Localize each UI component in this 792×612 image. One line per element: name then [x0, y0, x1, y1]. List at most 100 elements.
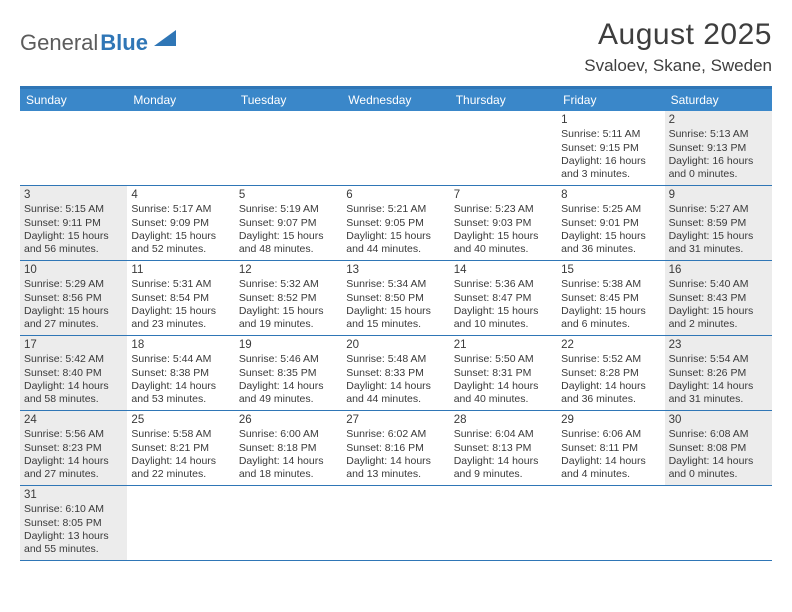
daylight-line: Daylight: 15 hours and 36 minutes. [561, 230, 660, 256]
day-cell: 5Sunrise: 5:19 AMSunset: 9:07 PMDaylight… [235, 186, 342, 260]
day-cell: 16Sunrise: 5:40 AMSunset: 8:43 PMDayligh… [665, 261, 772, 335]
sunrise-line: Sunrise: 5:19 AM [239, 203, 338, 216]
sunrise-line: Sunrise: 5:42 AM [24, 353, 123, 366]
day-cell: 30Sunrise: 6:08 AMSunset: 8:08 PMDayligh… [665, 411, 772, 485]
day-header: Saturday [665, 89, 772, 111]
day-number: 22 [561, 338, 660, 352]
day-number: 29 [561, 413, 660, 427]
sunset-line: Sunset: 9:05 PM [346, 217, 445, 230]
empty-cell [235, 486, 342, 560]
sunset-line: Sunset: 8:54 PM [131, 292, 230, 305]
sunset-line: Sunset: 8:18 PM [239, 442, 338, 455]
day-cell: 20Sunrise: 5:48 AMSunset: 8:33 PMDayligh… [342, 336, 449, 410]
daylight-line: Daylight: 13 hours and 55 minutes. [24, 530, 123, 556]
day-number: 16 [669, 263, 768, 277]
daylight-line: Daylight: 15 hours and 6 minutes. [561, 305, 660, 331]
week-row: 10Sunrise: 5:29 AMSunset: 8:56 PMDayligh… [20, 261, 772, 336]
week-row: 17Sunrise: 5:42 AMSunset: 8:40 PMDayligh… [20, 336, 772, 411]
sunrise-line: Sunrise: 6:06 AM [561, 428, 660, 441]
day-number: 21 [454, 338, 553, 352]
sunrise-line: Sunrise: 5:56 AM [24, 428, 123, 441]
day-cell: 6Sunrise: 5:21 AMSunset: 9:05 PMDaylight… [342, 186, 449, 260]
day-cell: 3Sunrise: 5:15 AMSunset: 9:11 PMDaylight… [20, 186, 127, 260]
empty-cell [557, 486, 664, 560]
day-number: 25 [131, 413, 230, 427]
day-cell: 4Sunrise: 5:17 AMSunset: 9:09 PMDaylight… [127, 186, 234, 260]
day-header: Wednesday [342, 89, 449, 111]
sunset-line: Sunset: 8:59 PM [669, 217, 768, 230]
empty-cell [342, 486, 449, 560]
sunrise-line: Sunrise: 5:31 AM [131, 278, 230, 291]
daylight-line: Daylight: 14 hours and 53 minutes. [131, 380, 230, 406]
day-cell: 25Sunrise: 5:58 AMSunset: 8:21 PMDayligh… [127, 411, 234, 485]
header: GeneralBlue August 2025 Svaloev, Skane, … [20, 18, 772, 76]
day-number: 24 [24, 413, 123, 427]
sunrise-line: Sunrise: 5:46 AM [239, 353, 338, 366]
day-cell: 28Sunrise: 6:04 AMSunset: 8:13 PMDayligh… [450, 411, 557, 485]
sail-icon [152, 28, 178, 48]
daylight-line: Daylight: 14 hours and 36 minutes. [561, 380, 660, 406]
day-cell: 22Sunrise: 5:52 AMSunset: 8:28 PMDayligh… [557, 336, 664, 410]
sunrise-line: Sunrise: 5:11 AM [561, 128, 660, 141]
sunrise-line: Sunrise: 5:13 AM [669, 128, 768, 141]
sunset-line: Sunset: 9:07 PM [239, 217, 338, 230]
day-number: 1 [561, 113, 660, 127]
sunrise-line: Sunrise: 6:10 AM [24, 503, 123, 516]
day-cell: 10Sunrise: 5:29 AMSunset: 8:56 PMDayligh… [20, 261, 127, 335]
sunset-line: Sunset: 8:05 PM [24, 517, 123, 530]
daylight-line: Daylight: 15 hours and 2 minutes. [669, 305, 768, 331]
day-number: 10 [24, 263, 123, 277]
day-number: 11 [131, 263, 230, 277]
week-row: 31Sunrise: 6:10 AMSunset: 8:05 PMDayligh… [20, 486, 772, 561]
day-cell: 1Sunrise: 5:11 AMSunset: 9:15 PMDaylight… [557, 111, 664, 185]
sunrise-line: Sunrise: 5:50 AM [454, 353, 553, 366]
sunset-line: Sunset: 8:16 PM [346, 442, 445, 455]
sunset-line: Sunset: 8:33 PM [346, 367, 445, 380]
sunrise-line: Sunrise: 5:54 AM [669, 353, 768, 366]
sunset-line: Sunset: 8:11 PM [561, 442, 660, 455]
day-number: 2 [669, 113, 768, 127]
day-cell: 24Sunrise: 5:56 AMSunset: 8:23 PMDayligh… [20, 411, 127, 485]
empty-cell [665, 486, 772, 560]
sunrise-line: Sunrise: 5:23 AM [454, 203, 553, 216]
day-header: Tuesday [235, 89, 342, 111]
day-cell: 14Sunrise: 5:36 AMSunset: 8:47 PMDayligh… [450, 261, 557, 335]
sunrise-line: Sunrise: 5:29 AM [24, 278, 123, 291]
sunset-line: Sunset: 8:23 PM [24, 442, 123, 455]
day-number: 17 [24, 338, 123, 352]
daylight-line: Daylight: 15 hours and 19 minutes. [239, 305, 338, 331]
empty-cell [235, 111, 342, 185]
sunset-line: Sunset: 8:28 PM [561, 367, 660, 380]
day-cell: 29Sunrise: 6:06 AMSunset: 8:11 PMDayligh… [557, 411, 664, 485]
sunset-line: Sunset: 9:15 PM [561, 142, 660, 155]
sunrise-line: Sunrise: 5:40 AM [669, 278, 768, 291]
sunset-line: Sunset: 9:03 PM [454, 217, 553, 230]
sunset-line: Sunset: 8:38 PM [131, 367, 230, 380]
sunset-line: Sunset: 9:09 PM [131, 217, 230, 230]
sunrise-line: Sunrise: 5:38 AM [561, 278, 660, 291]
sunset-line: Sunset: 8:13 PM [454, 442, 553, 455]
empty-cell [127, 486, 234, 560]
sunrise-line: Sunrise: 6:08 AM [669, 428, 768, 441]
day-cell: 9Sunrise: 5:27 AMSunset: 8:59 PMDaylight… [665, 186, 772, 260]
sunset-line: Sunset: 8:50 PM [346, 292, 445, 305]
daylight-line: Daylight: 15 hours and 23 minutes. [131, 305, 230, 331]
day-cell: 8Sunrise: 5:25 AMSunset: 9:01 PMDaylight… [557, 186, 664, 260]
day-cell: 17Sunrise: 5:42 AMSunset: 8:40 PMDayligh… [20, 336, 127, 410]
daylight-line: Daylight: 15 hours and 48 minutes. [239, 230, 338, 256]
logo: GeneralBlue [20, 28, 178, 58]
day-number: 4 [131, 188, 230, 202]
sunset-line: Sunset: 8:45 PM [561, 292, 660, 305]
day-number: 13 [346, 263, 445, 277]
day-cell: 13Sunrise: 5:34 AMSunset: 8:50 PMDayligh… [342, 261, 449, 335]
day-header: Friday [557, 89, 664, 111]
daylight-line: Daylight: 14 hours and 4 minutes. [561, 455, 660, 481]
day-number: 30 [669, 413, 768, 427]
day-number: 3 [24, 188, 123, 202]
daylight-line: Daylight: 14 hours and 58 minutes. [24, 380, 123, 406]
day-cell: 19Sunrise: 5:46 AMSunset: 8:35 PMDayligh… [235, 336, 342, 410]
sunset-line: Sunset: 8:08 PM [669, 442, 768, 455]
daylight-line: Daylight: 14 hours and 40 minutes. [454, 380, 553, 406]
sunrise-line: Sunrise: 5:52 AM [561, 353, 660, 366]
daylight-line: Daylight: 14 hours and 0 minutes. [669, 455, 768, 481]
